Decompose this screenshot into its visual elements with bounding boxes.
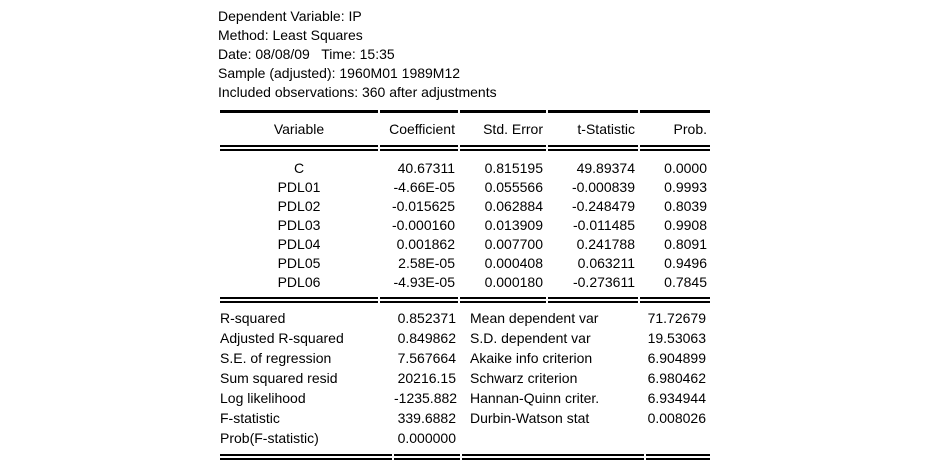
cell-variable: PDL01 bbox=[277, 179, 321, 195]
stat-label-left: Log likelihood bbox=[220, 390, 306, 406]
stat-label-left: R-squared bbox=[220, 310, 286, 326]
stat-value-right: 6.980462 bbox=[647, 370, 706, 386]
cell-prob: 0.9908 bbox=[664, 217, 707, 233]
cell-std-error: 0.815195 bbox=[484, 160, 543, 176]
cell-std-error: 0.013909 bbox=[484, 217, 543, 233]
cell-prob: 0.0000 bbox=[664, 160, 707, 176]
cell-std-error: 0.055566 bbox=[484, 179, 543, 195]
cell-coefficient: -0.015625 bbox=[391, 198, 455, 214]
stat-value-left: 0.849862 bbox=[397, 330, 456, 346]
cell-std-error: 0.000180 bbox=[460, 273, 546, 303]
cell-t-statistic: -0.011485 bbox=[572, 217, 635, 233]
stat-label-right: S.D. dependent var bbox=[470, 330, 591, 346]
stats-row: S.E. of regression 7.567664 Akaike info … bbox=[220, 348, 710, 368]
cell-t-statistic: -0.273611 bbox=[548, 273, 638, 303]
stat-label-right bbox=[462, 428, 644, 460]
stats-row: R-squared 0.852371 Mean dependent var 71… bbox=[220, 303, 710, 328]
cell-t-statistic: 49.89374 bbox=[576, 160, 635, 176]
cell-std-error: 0.000408 bbox=[484, 255, 543, 271]
coef-row: PDL06 -4.93E-05 0.000180 -0.273611 0.784… bbox=[220, 273, 710, 303]
summary-stats-table: R-squared 0.852371 Mean dependent var 71… bbox=[218, 303, 712, 460]
stats-row: Sum squared resid 20216.15 Schwarz crite… bbox=[220, 368, 710, 388]
stat-value-right bbox=[646, 428, 710, 460]
observations-line: Included observations: 360 after adjustm… bbox=[218, 84, 497, 100]
stat-value-right: 6.934944 bbox=[647, 390, 706, 406]
cell-coefficient: 40.67311 bbox=[397, 160, 455, 176]
col-header-t-statistic: t-Statistic bbox=[548, 110, 638, 151]
stat-value-right: 6.904899 bbox=[647, 350, 706, 366]
cell-coefficient: 0.001862 bbox=[396, 236, 455, 252]
cell-variable: PDL02 bbox=[277, 198, 321, 214]
coef-row: C 40.67311 0.815195 49.89374 0.0000 bbox=[220, 151, 710, 178]
coef-row: PDL04 0.001862 0.007700 0.241788 0.8091 bbox=[220, 235, 710, 254]
coefficient-table: Variable Coefficient Std. Error t-Statis… bbox=[218, 110, 712, 303]
stat-value-left: 339.6882 bbox=[397, 410, 456, 426]
cell-prob: 0.9993 bbox=[664, 179, 707, 195]
sample-line: Sample (adjusted): 1960M01 1989M12 bbox=[218, 65, 461, 81]
cell-variable: PDL05 bbox=[277, 255, 321, 271]
dependent-variable-line: Dependent Variable: IP bbox=[218, 8, 362, 24]
stat-label-right: Mean dependent var bbox=[470, 310, 599, 326]
stat-label-left: Sum squared resid bbox=[220, 370, 338, 386]
cell-prob: 0.9496 bbox=[664, 255, 707, 271]
stat-value-right: 71.72679 bbox=[647, 310, 706, 326]
coef-row: PDL02 -0.015625 0.062884 -0.248479 0.803… bbox=[220, 197, 710, 216]
stat-label-left: Adjusted R-squared bbox=[220, 330, 344, 346]
cell-t-statistic: 0.063211 bbox=[577, 255, 635, 271]
cell-variable: C bbox=[293, 160, 305, 176]
cell-std-error: 0.062884 bbox=[484, 198, 543, 214]
cell-t-statistic: -0.248479 bbox=[571, 198, 635, 214]
stat-label-right: Akaike info criterion bbox=[470, 350, 593, 366]
cell-prob: 0.7845 bbox=[640, 273, 710, 303]
stat-value-right: 19.53063 bbox=[647, 330, 706, 346]
stats-row: Adjusted R-squared 0.849862 S.D. depende… bbox=[220, 328, 710, 348]
stat-label-left: S.E. of regression bbox=[220, 350, 332, 366]
stat-value-left: 0.852371 bbox=[397, 310, 456, 326]
stats-row: F-statistic 339.6882 Durbin-Watson stat … bbox=[220, 408, 710, 428]
cell-coefficient: 2.58E-05 bbox=[398, 255, 455, 271]
cell-t-statistic: 0.241788 bbox=[576, 236, 635, 252]
coef-row: PDL05 2.58E-05 0.000408 0.063211 0.9496 bbox=[220, 254, 710, 273]
coef-header-row: Variable Coefficient Std. Error t-Statis… bbox=[220, 110, 710, 151]
stat-label-right: Schwarz criterion bbox=[470, 370, 578, 386]
cell-coefficient: -4.66E-05 bbox=[393, 179, 455, 195]
output-content: Dependent Variable: IP Method: Least Squ… bbox=[218, 7, 712, 460]
col-header-prob: Prob. bbox=[640, 110, 710, 151]
stat-label-right: Hannan-Quinn criter. bbox=[470, 390, 600, 406]
stat-label-right: Durbin-Watson stat bbox=[470, 410, 590, 426]
stat-label-left: F-statistic bbox=[220, 410, 280, 426]
coef-row: PDL01 -4.66E-05 0.055566 -0.000839 0.999… bbox=[220, 178, 710, 197]
stat-value-left: -1235.882 bbox=[394, 390, 458, 406]
stat-value-left: 7.567664 bbox=[397, 350, 456, 366]
stat-value-left: 20216.15 bbox=[397, 370, 456, 386]
col-header-coefficient: Coefficient bbox=[380, 110, 458, 151]
stat-label-left: Prob(F-statistic) bbox=[220, 428, 392, 460]
stat-value-right: 0.008026 bbox=[647, 410, 706, 426]
cell-prob: 0.8091 bbox=[664, 236, 707, 252]
col-header-variable: Variable bbox=[220, 110, 378, 151]
cell-variable: PDL06 bbox=[220, 273, 378, 303]
cell-t-statistic: -0.000839 bbox=[571, 179, 635, 195]
cell-variable: PDL03 bbox=[277, 217, 321, 233]
stat-value-left: 0.000000 bbox=[394, 428, 460, 460]
cell-prob: 0.8039 bbox=[664, 198, 707, 214]
date-time-line: Date: 08/08/09 Time: 15:35 bbox=[218, 46, 395, 62]
method-line: Method: Least Squares bbox=[218, 27, 363, 43]
col-header-std-error: Std. Error bbox=[460, 110, 546, 151]
estimation-header: Dependent Variable: IP Method: Least Squ… bbox=[218, 7, 712, 102]
coef-row: PDL03 -0.000160 0.013909 -0.011485 0.990… bbox=[220, 216, 710, 235]
stats-row: Prob(F-statistic) 0.000000 bbox=[220, 428, 710, 460]
stats-row: Log likelihood -1235.882 Hannan-Quinn cr… bbox=[220, 388, 710, 408]
cell-coefficient: -4.93E-05 bbox=[380, 273, 458, 303]
cell-variable: PDL04 bbox=[277, 236, 321, 252]
cell-coefficient: -0.000160 bbox=[391, 217, 455, 233]
cell-std-error: 0.007700 bbox=[484, 236, 543, 252]
